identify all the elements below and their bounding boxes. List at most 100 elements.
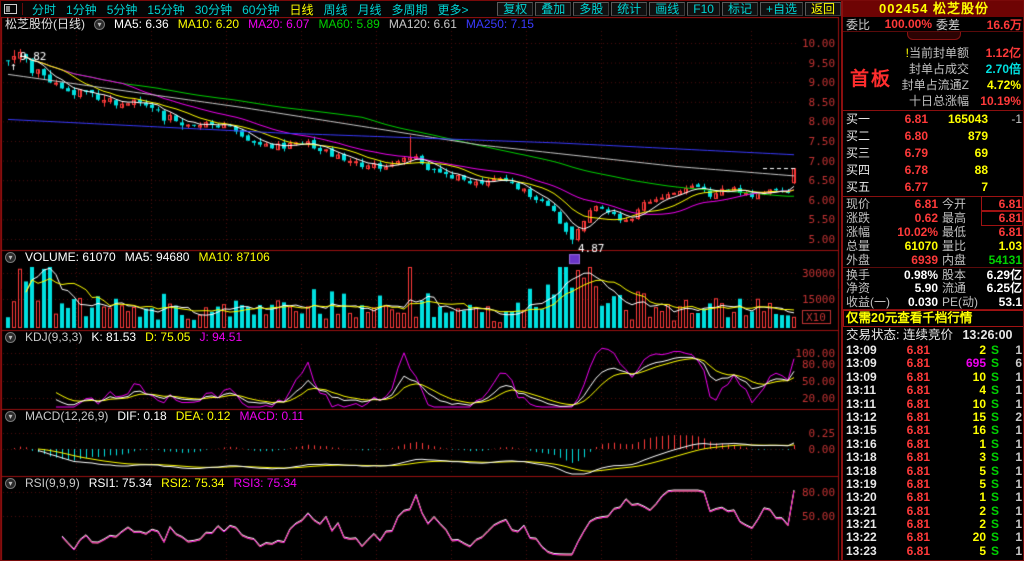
- tick-row: 13:09 6.81 2 S 1: [843, 344, 1023, 357]
- stock-code: 002454: [878, 1, 929, 16]
- tick-volume: 2: [979, 517, 986, 532]
- period-tab[interactable]: 30分钟: [194, 2, 233, 17]
- tick-count: 1: [1015, 396, 1022, 411]
- stat-label: 今开: [942, 197, 967, 211]
- tick-volume: 20: [972, 530, 986, 545]
- tick-volume: 16: [972, 423, 986, 438]
- period-tab[interactable]: 分时: [32, 2, 57, 17]
- period-tab[interactable]: 月线: [357, 2, 382, 17]
- stat-row: 换手 0.98% 股本 6.29亿: [843, 267, 1023, 282]
- tick-price: 6.81: [906, 463, 930, 478]
- stat-row: 现价 6.81 今开 6.81: [843, 196, 1023, 212]
- tick-direction: S: [990, 409, 999, 424]
- tick-direction: S: [990, 463, 999, 478]
- tick-time: 13:15: [846, 423, 877, 438]
- main-indicator-value: MA10: 6.20: [177, 17, 240, 31]
- bid-level-label: 买三: [846, 146, 871, 160]
- collapse-icon[interactable]: ▾: [5, 478, 16, 489]
- period-tab[interactable]: 多周期: [391, 2, 428, 17]
- limit-info-value: 4.72%: [986, 78, 1021, 92]
- kline-chart-canvas[interactable]: [1, 17, 841, 560]
- period-tab[interactable]: 周线: [323, 2, 348, 17]
- stat-value: 10.02%: [897, 225, 938, 239]
- promo-banner[interactable]: 仅需20元查看千档行情: [843, 310, 1023, 327]
- tick-direction: S: [990, 383, 999, 398]
- bid-change: [988, 162, 1022, 179]
- tick-price: 6.81: [906, 436, 930, 451]
- limit-info-label: 十日总涨幅: [908, 94, 969, 108]
- period-tab[interactable]: 60分钟: [242, 2, 280, 17]
- stat-label: 总量: [846, 239, 871, 253]
- tick-time: 13:18: [846, 450, 877, 465]
- limit-info-label: 当前封单额: [908, 46, 969, 60]
- toolbar-action-button[interactable]: +自选: [759, 2, 803, 16]
- period-tab[interactable]: 15分钟: [147, 2, 185, 17]
- stat-row: 涨跌 0.62 最高 6.81: [843, 210, 1023, 226]
- period-tab[interactable]: 1分钟: [66, 2, 97, 17]
- collapse-icon[interactable]: ▾: [5, 252, 16, 263]
- rsi-indicator-value: RSI3: 75.34: [233, 476, 297, 490]
- rsi-indicator-value: RSI(9,9,9): [25, 476, 80, 490]
- toolbar-action-button[interactable]: 标记: [721, 2, 758, 16]
- kdj-values: KDJ(9,3,3) K: 81.53 D: 75.05 J: 94.51: [25, 331, 242, 344]
- stat-row: 净资 5.90 流通 6.25亿: [843, 281, 1023, 295]
- macd-panel-header: ▾ MACD(12,26,9) DIF: 0.18 DEA: 0.12 MACD: 0…: [5, 410, 304, 423]
- limit-info-label: 封单占成交: [908, 62, 969, 76]
- tick-direction: S: [990, 517, 999, 532]
- tick-row: 13:18 6.81 5 S 1: [843, 463, 1023, 478]
- toolbar-action-button[interactable]: 画线: [649, 2, 686, 16]
- bid-level-label: 买五: [846, 180, 871, 194]
- tick-count: 1: [1015, 369, 1022, 384]
- period-tab[interactable]: 5分钟: [106, 2, 138, 17]
- panel-collapse-tab[interactable]: [907, 32, 961, 40]
- layout-icon[interactable]: [4, 4, 17, 14]
- tick-count: 1: [1015, 503, 1022, 518]
- stat-label: 最高: [942, 211, 967, 225]
- weicha-value: 16.6万: [986, 17, 1022, 32]
- macd-indicator-value: MACD: 0.11: [239, 409, 304, 423]
- toolbar-action-button[interactable]: F10: [687, 2, 720, 16]
- limit-info-value: 2.70倍: [985, 62, 1021, 76]
- toolbar-action-button[interactable]: 统计: [611, 2, 648, 16]
- collapse-icon[interactable]: ▾: [5, 332, 16, 343]
- toolbar-action-button[interactable]: 返回: [804, 2, 841, 16]
- stat-row: 收益(一) 0.030 PE(动) 53.1: [843, 295, 1023, 309]
- bid-level-label: 买一: [846, 112, 871, 126]
- period-tab[interactable]: 更多>: [437, 2, 469, 17]
- stat-label: 股本: [942, 268, 967, 282]
- tick-count: 1: [1015, 344, 1022, 357]
- period-tab[interactable]: 日线: [289, 2, 314, 17]
- kdj-indicator-value: D: 75.05: [145, 330, 191, 344]
- weibi-value: 100.00%: [884, 17, 932, 31]
- tick-price: 6.81: [906, 423, 930, 438]
- tick-volume: 10: [972, 369, 986, 384]
- stat-value: 6939: [911, 253, 938, 267]
- tick-row: 13:11 6.81 4 S 1: [843, 383, 1023, 398]
- toolbar-action-button[interactable]: 复权: [497, 2, 534, 16]
- main-panel-header: 松芝股份(日线) ▾ MA5: 6.36 MA10: 6.20 MA20: 6.07…: [5, 18, 534, 31]
- kdj-indicator-value: KDJ(9,3,3): [25, 330, 83, 344]
- bid-price: 6.79: [904, 146, 928, 160]
- tick-price: 6.81: [906, 530, 930, 545]
- tick-count: 1: [1015, 517, 1022, 532]
- rsi-values: RSI(9,9,9) RSI1: 75.34 RSI2: 75.34 RSI3: 75…: [25, 477, 297, 490]
- tick-row: 13:21 6.81 2 S 1: [843, 517, 1023, 532]
- bid-row: 买五 6.77 7: [843, 179, 1023, 196]
- collapse-icon[interactable]: ▾: [5, 411, 16, 422]
- tick-volume: 1: [979, 436, 986, 451]
- main-indicator-value: MA20: 6.07: [248, 17, 310, 31]
- toolbar-action-button[interactable]: 叠加: [535, 2, 572, 16]
- collapse-icon[interactable]: ▾: [94, 19, 105, 30]
- tick-direction: S: [990, 476, 999, 491]
- stat-label: 涨跌: [846, 211, 871, 225]
- toolbar-actions: 复权 叠加 多股 统计 画线 F10 标记 +自选 返回: [495, 2, 841, 16]
- tick-time: 13:16: [846, 436, 877, 451]
- stat-value: 0.98%: [903, 268, 938, 282]
- limit-info-label: 封单占流通Z: [901, 78, 969, 92]
- tick-price: 6.81: [906, 503, 930, 518]
- toolbar-action-button[interactable]: 多股: [573, 2, 610, 16]
- tick-time: 13:11: [846, 396, 877, 411]
- tick-direction: S: [990, 344, 999, 357]
- tick-time: 13:11: [846, 383, 877, 398]
- tick-time: 13:19: [846, 476, 877, 491]
